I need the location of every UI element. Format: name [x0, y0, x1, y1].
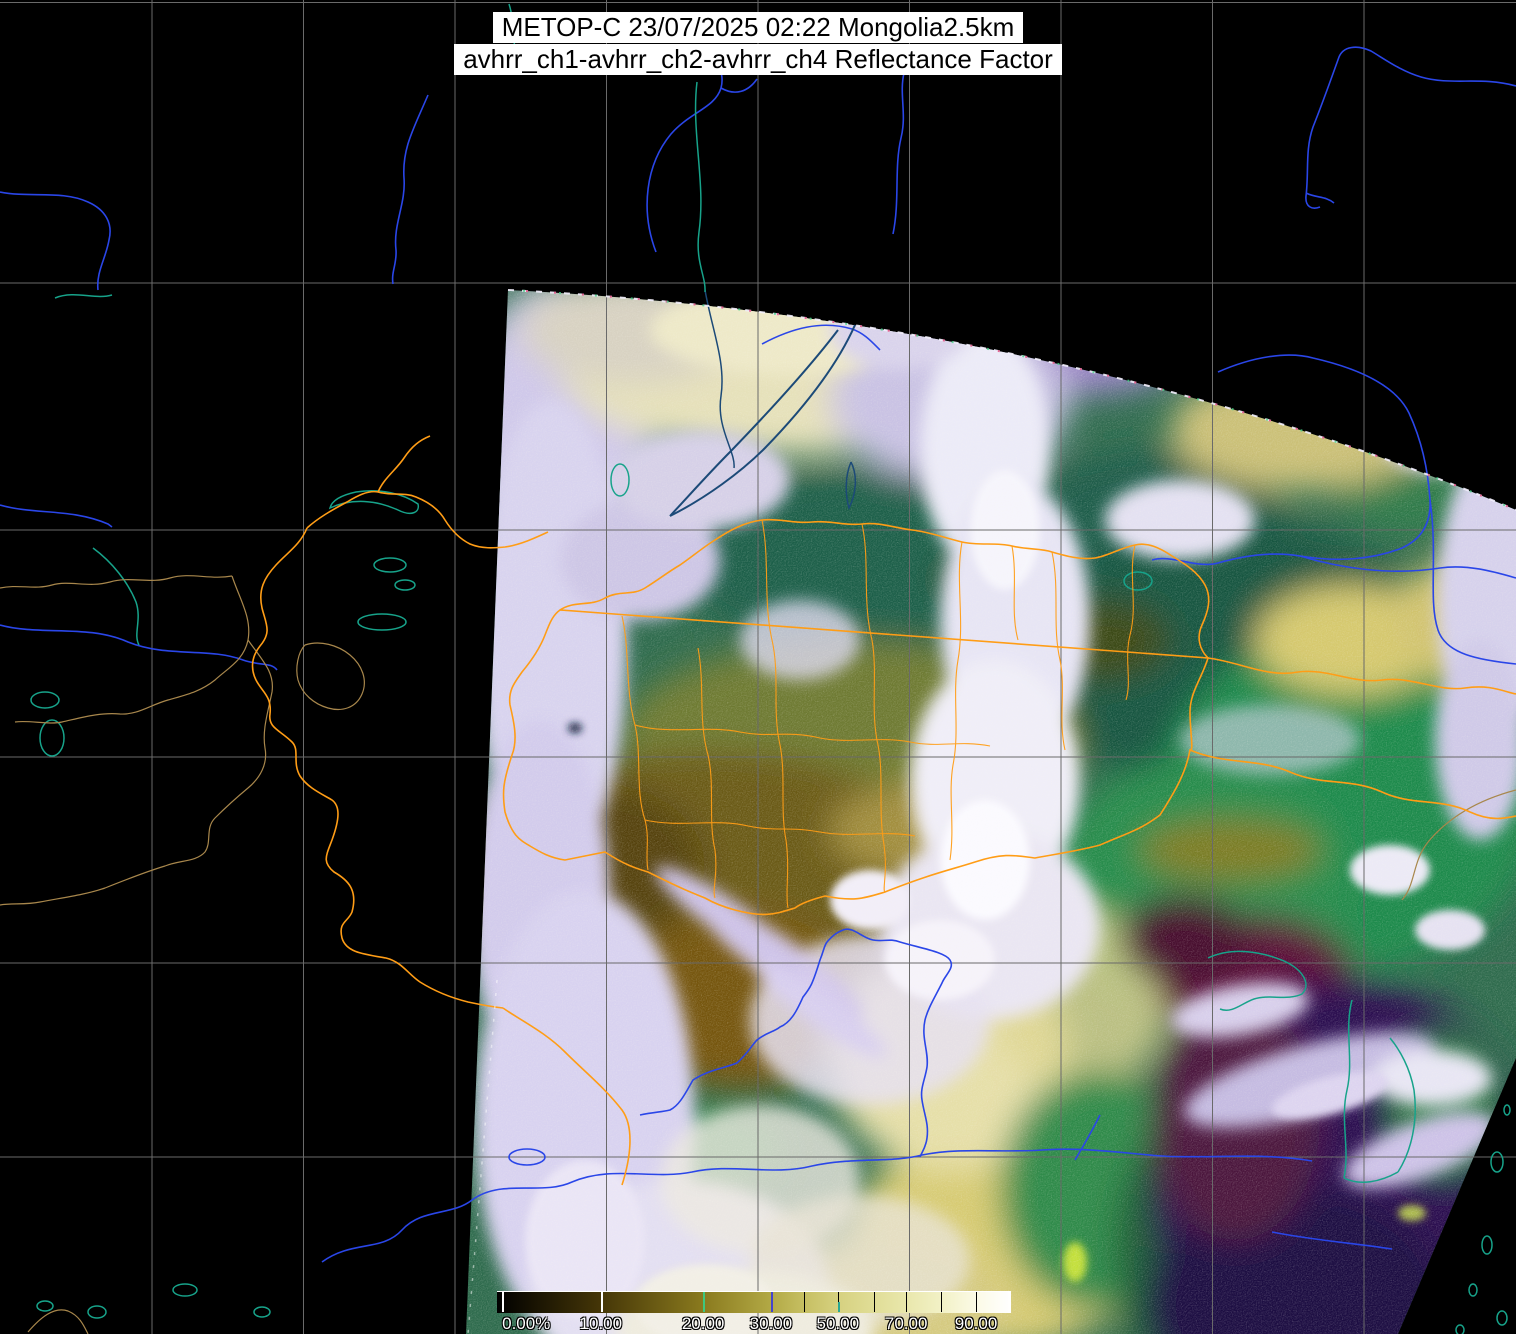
- colorbar-label: 70.00: [884, 1314, 928, 1333]
- mongolia-border-outline: [502, 609, 1210, 916]
- political-borders-dim: [0, 575, 1516, 1334]
- colorbar-tick-20: [703, 1292, 706, 1312]
- colorbar-gradient-bar: [497, 1291, 1011, 1313]
- colorbar-divider: [941, 1292, 943, 1312]
- colorbar-label: 0.00%: [502, 1314, 551, 1333]
- colorbar-tick-0: [502, 1292, 505, 1312]
- lake-issyk-kul-outline: [357, 613, 407, 631]
- swath-edge-dashes: [467, 289, 1516, 1334]
- mongolia-north-border: [559, 518, 1210, 659]
- colorbar-divider: [803, 1292, 805, 1312]
- avhrr-swath-imagery: [466, 290, 1516, 1334]
- colorbar-label: 50.00: [816, 1314, 860, 1333]
- colorbar-tick-50: [837, 1302, 840, 1312]
- product-title-line2: avhrr_ch1-avhrr_ch2-avhrr_ch4 Reflectanc…: [454, 44, 1062, 75]
- uvs-nuur-outline: [610, 463, 630, 497]
- product-title: METOP-C 23/07/2025 02:22 Mongolia2.5km a…: [0, 12, 1516, 76]
- lake-baikal-outline: [669, 324, 856, 517]
- colorbar-divider: [873, 1292, 875, 1312]
- colorbar-tick-10: [600, 1292, 603, 1312]
- lake-baikal-outline-south: [669, 329, 839, 517]
- selenga-river: [704, 289, 735, 469]
- lake-baikal-and-dark-rivers: [669, 289, 857, 517]
- colorbar-label: 10.00: [579, 1314, 623, 1333]
- lake-khovsgol-outline: [845, 461, 857, 511]
- colorbar-divider: [976, 1292, 978, 1312]
- political-borders-bright: [251, 435, 1516, 1186]
- colorbar-tick-30: [770, 1292, 773, 1312]
- korea-west-coastline: [1343, 999, 1353, 1179]
- colorbar-label: 30.00: [749, 1314, 793, 1333]
- bohai-coastline: [1207, 950, 1307, 1011]
- colorbar-label: 20.00: [681, 1314, 725, 1333]
- aimag-borders: [621, 519, 1136, 909]
- product-title-line1: METOP-C 23/07/2025 02:22 Mongolia2.5km: [492, 12, 1024, 43]
- colorbar-divider: [906, 1292, 908, 1312]
- colorbar-label: 90.00: [954, 1314, 998, 1333]
- reflectance-colorbar-legend: 0.00% 10.00 20.00 30.00 50.00 70.00 90.0…: [497, 1291, 1011, 1334]
- sensor-grain-texture: [466, 290, 1516, 1334]
- lake-balkhash-outline: [328, 489, 420, 515]
